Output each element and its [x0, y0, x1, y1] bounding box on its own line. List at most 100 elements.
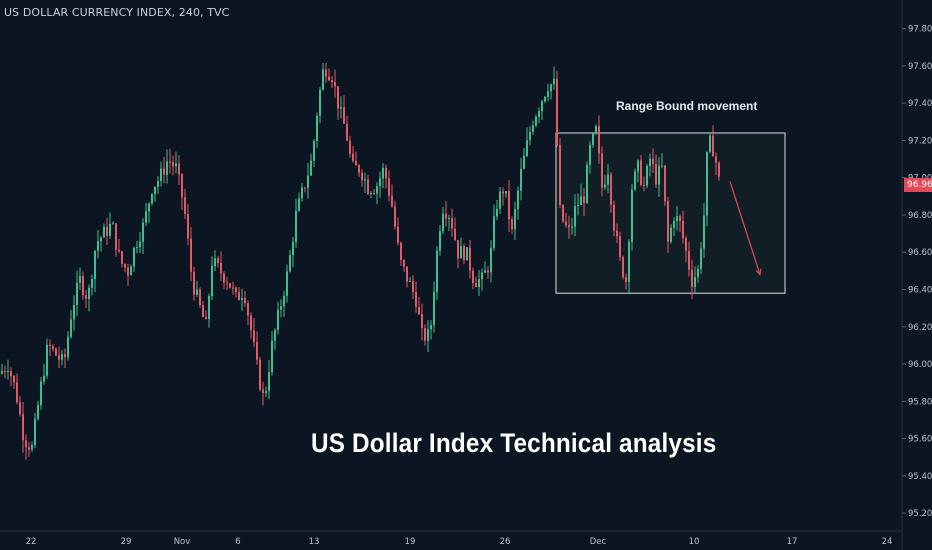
candle-body [7, 371, 9, 373]
candle-body [688, 251, 690, 270]
candle-body [67, 336, 69, 358]
candle-body [556, 78, 558, 146]
price-tick-label: 96.00 [908, 360, 932, 370]
price-axis: 95.20 95.40 95.60 95.80 96.00 96.20 96.40 96.60… [901, 0, 932, 550]
candle-body [526, 140, 528, 156]
candle-body [199, 289, 201, 306]
candle-body [127, 267, 129, 276]
candle-body [373, 192, 375, 194]
candle-body [541, 101, 543, 112]
candle-body [484, 270, 486, 273]
candle-body [10, 371, 12, 377]
candle-body [472, 270, 474, 284]
candle-body [106, 226, 108, 236]
candle-body [700, 248, 702, 269]
time-tick-label: Nov [174, 537, 191, 547]
price-tick-label: 95.60 [908, 435, 932, 445]
candle-body [142, 222, 144, 242]
candle-body [478, 279, 480, 288]
candle-body [136, 247, 138, 249]
candle-body [610, 174, 612, 205]
candle-body [538, 111, 540, 117]
candle-body [154, 186, 156, 195]
candle-body [562, 204, 564, 222]
candle-body [352, 153, 354, 161]
candle-body [163, 168, 165, 175]
candle-body [145, 211, 147, 223]
candle-body [448, 218, 450, 220]
candle-body [697, 268, 699, 278]
candle-body [676, 216, 678, 221]
candle-body [262, 389, 264, 393]
candle-body [646, 165, 648, 186]
candle-body [295, 210, 297, 242]
time-tick-label: 19 [405, 537, 416, 547]
candle-body [412, 281, 414, 292]
candle-body [475, 283, 477, 288]
candle-body [670, 227, 672, 242]
candle-body [382, 167, 384, 179]
candle-body [622, 257, 624, 278]
candle-body [277, 309, 279, 330]
candle-body [715, 156, 717, 163]
candle-body [604, 184, 606, 188]
candle-body [709, 135, 711, 152]
candle-body [634, 171, 636, 190]
candle-body [214, 258, 216, 267]
candle-body [529, 131, 531, 141]
candle-body [265, 391, 267, 393]
candle-body [226, 282, 228, 284]
candle-body [46, 344, 48, 376]
candle-body [331, 80, 333, 83]
candle-body [565, 221, 567, 226]
candle-body [124, 263, 126, 268]
candle-body [364, 179, 366, 181]
candle-body [196, 289, 198, 295]
price-tick-label: 97.20 [908, 136, 932, 146]
candle-body [73, 304, 75, 320]
time-tick-label: 17 [787, 537, 798, 547]
candle-body [673, 220, 675, 228]
candle-body [121, 251, 123, 264]
price-tick-label: 96.60 [908, 248, 932, 258]
candle-body [22, 414, 24, 441]
time-tick-label: Dec [590, 537, 607, 547]
candle-body [349, 140, 351, 154]
candle-body [334, 82, 336, 87]
candle-body [469, 247, 471, 271]
candle-body [490, 247, 492, 273]
candle-body [40, 381, 42, 406]
range-box [555, 132, 786, 294]
price-tick-label: 95.80 [908, 397, 932, 407]
candle-body [193, 271, 195, 295]
candle-body [586, 164, 588, 204]
price-tick-label: 96.40 [908, 285, 932, 295]
candle-body [370, 192, 372, 194]
candle-body [499, 191, 501, 209]
candle-body [439, 231, 441, 251]
candle-body [640, 160, 642, 185]
candle-body [580, 196, 582, 206]
candle-body [109, 223, 111, 236]
candle-body [181, 174, 183, 198]
candle-body [601, 153, 603, 188]
candle-body [637, 160, 639, 172]
candle-body [343, 107, 345, 124]
candle-body [346, 123, 348, 141]
candle-body [406, 266, 408, 282]
candle-body [253, 330, 255, 343]
candle-body [592, 133, 594, 145]
candle-body [589, 144, 591, 165]
candle-body [682, 221, 684, 239]
candle-body [502, 191, 504, 194]
time-tick-label: 26 [500, 537, 511, 547]
candle-body [385, 167, 387, 179]
candle-body [379, 178, 381, 187]
candle-body [205, 316, 207, 320]
candle-body [247, 303, 249, 316]
candle-body [517, 190, 519, 210]
candle-body [97, 241, 99, 251]
candle-body [79, 276, 81, 283]
candle-body [31, 444, 33, 450]
